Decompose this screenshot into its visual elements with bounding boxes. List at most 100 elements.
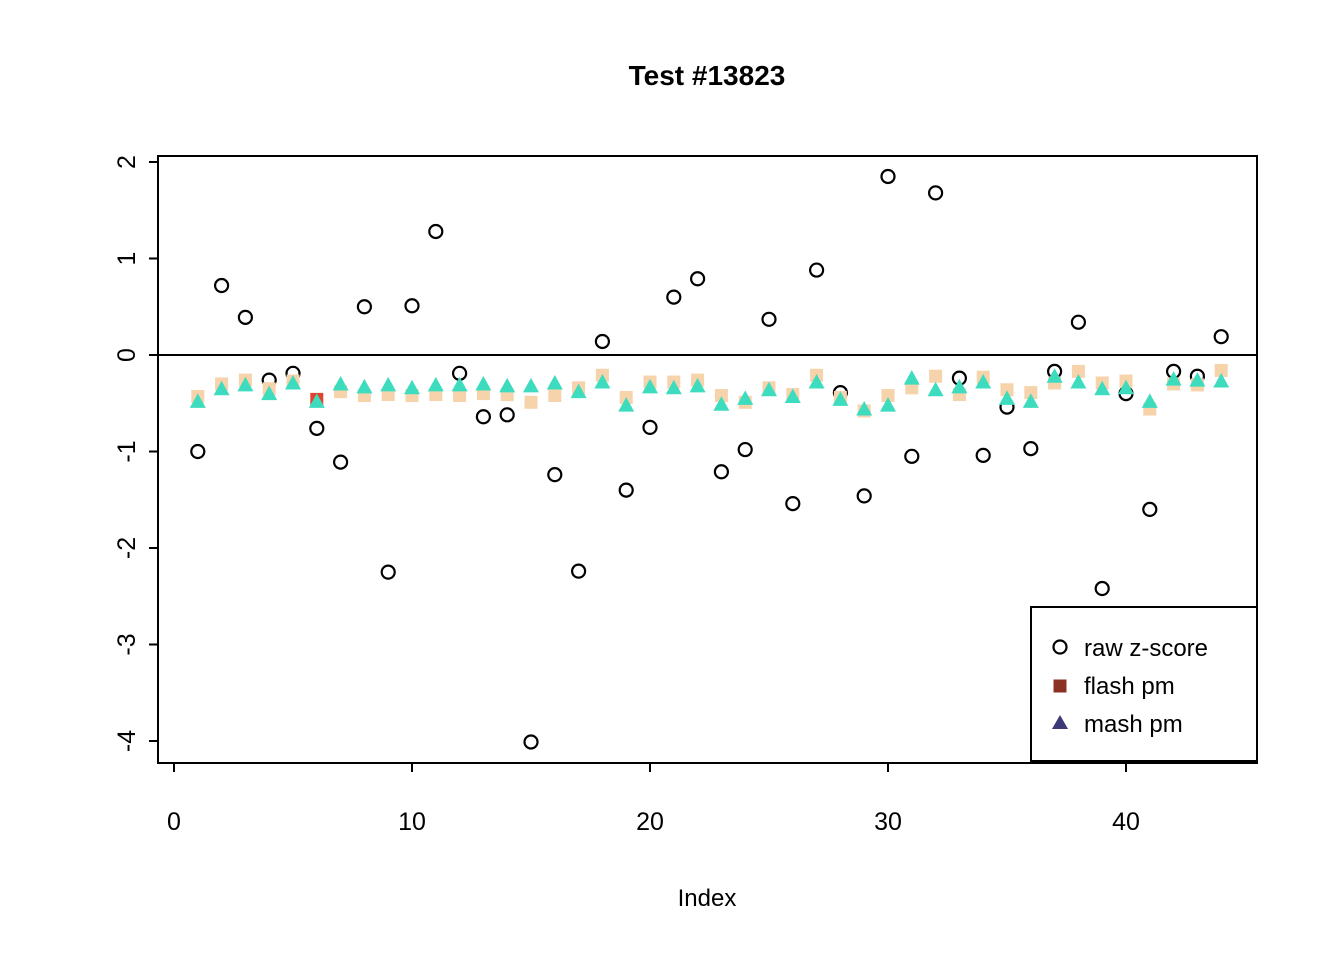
data-point-mash-pm xyxy=(285,374,301,390)
data-point-mash-pm xyxy=(784,388,801,403)
data-point-mash-pm xyxy=(356,378,373,394)
y-tick-label: -3 xyxy=(113,633,141,655)
data-point-mash-pm xyxy=(618,397,635,412)
data-point-raw-z-score xyxy=(761,311,777,327)
series-flash-pm xyxy=(191,363,1228,418)
x-tick-label: 30 xyxy=(874,808,902,836)
data-point-raw-z-score xyxy=(380,564,396,580)
data-point-raw-z-score xyxy=(856,488,872,504)
data-point-flash-pm xyxy=(929,369,943,383)
legend-open-circle-icon xyxy=(1052,639,1068,655)
data-point-mash-pm xyxy=(642,378,658,394)
data-point-mash-pm xyxy=(1165,371,1182,386)
data-point-raw-z-score xyxy=(618,482,634,498)
legend-label-flash: flash pm xyxy=(1084,673,1175,700)
y-tick-label: 2 xyxy=(113,155,141,169)
series-mash-pm xyxy=(189,368,1230,416)
data-point-mash-pm xyxy=(880,397,896,412)
data-point-raw-z-score xyxy=(356,299,372,315)
data-point-mash-pm xyxy=(404,379,420,395)
data-point-mash-pm xyxy=(808,374,825,389)
data-point-mash-pm xyxy=(523,377,539,393)
data-point-mash-pm xyxy=(1022,393,1039,408)
data-point-raw-z-score xyxy=(689,271,706,287)
data-point-flash-pm xyxy=(453,389,467,403)
data-point-flash-pm xyxy=(1071,364,1085,378)
data-point-mash-pm xyxy=(475,375,492,391)
data-point-mash-pm xyxy=(665,379,682,395)
y-tick-label: -4 xyxy=(113,730,141,752)
data-point-raw-z-score xyxy=(404,298,420,314)
data-point-raw-z-score xyxy=(975,447,991,463)
data-point-mash-pm xyxy=(1141,393,1158,408)
legend-triangle-icon xyxy=(1052,715,1068,729)
data-point-mash-pm xyxy=(903,370,920,385)
data-point-mash-pm xyxy=(689,377,706,393)
data-point-raw-z-score xyxy=(808,262,825,278)
data-point-flash-pm xyxy=(548,389,562,403)
data-point-raw-z-score xyxy=(713,464,730,480)
data-point-mash-pm xyxy=(713,396,730,411)
data-point-mash-pm xyxy=(761,381,777,397)
data-point-flash-pm xyxy=(881,389,895,403)
data-point-mash-pm xyxy=(1070,374,1087,389)
data-point-raw-z-score xyxy=(927,185,944,201)
data-point-mash-pm xyxy=(1118,379,1134,395)
data-point-raw-z-score xyxy=(428,223,444,240)
data-point-flash-pm xyxy=(1214,363,1228,377)
data-point-mash-pm xyxy=(332,375,349,391)
data-point-mash-pm xyxy=(1189,372,1206,387)
data-point-mash-pm xyxy=(261,385,278,401)
x-tick-label: 0 xyxy=(167,808,181,836)
legend-square-icon xyxy=(1053,679,1067,693)
data-point-raw-z-score xyxy=(547,467,563,483)
data-point-raw-z-score xyxy=(1023,441,1039,457)
plot-border xyxy=(157,155,1258,764)
data-point-raw-z-score xyxy=(904,448,920,464)
legend-label-mash: mash pm xyxy=(1084,711,1183,738)
data-point-raw-z-score xyxy=(190,443,206,460)
data-point-mash-pm xyxy=(189,393,206,408)
data-point-raw-z-score xyxy=(642,419,658,435)
data-point-raw-z-score xyxy=(475,409,491,425)
chart-title: Test #13823 xyxy=(629,60,786,91)
data-point-mash-pm xyxy=(832,391,849,406)
data-point-flash-pm xyxy=(714,389,728,403)
x-axis-label: Index xyxy=(678,885,737,912)
x-tick-label: 40 xyxy=(1112,808,1140,836)
data-point-mash-pm xyxy=(927,381,944,397)
data-point-raw-z-score xyxy=(309,420,325,436)
legend-box: raw z-score flash pm mash pm xyxy=(1030,606,1258,762)
y-tick-label: -1 xyxy=(113,440,141,462)
data-point-raw-z-score xyxy=(1142,501,1158,517)
data-point-mash-pm xyxy=(427,376,444,392)
data-point-mash-pm xyxy=(380,376,397,392)
y-tick-label: -2 xyxy=(113,537,141,559)
data-point-mash-pm xyxy=(499,377,516,393)
data-point-mash-pm xyxy=(975,374,992,389)
data-point-mash-pm xyxy=(546,374,563,390)
data-point-flash-pm xyxy=(1000,383,1014,397)
data-point-mash-pm xyxy=(856,401,873,416)
legend-label-raw: raw z-score xyxy=(1084,635,1208,662)
data-point-raw-z-score xyxy=(523,734,539,750)
data-point-raw-z-score xyxy=(1213,329,1229,345)
data-point-raw-z-score xyxy=(499,407,515,423)
data-point-mash-pm xyxy=(999,390,1015,405)
x-tick-label: 10 xyxy=(398,808,426,836)
data-point-raw-z-score xyxy=(737,441,753,458)
data-point-mash-pm xyxy=(1046,368,1063,383)
data-point-raw-z-score xyxy=(1094,580,1110,597)
data-point-raw-z-score xyxy=(214,277,230,294)
data-point-mash-pm xyxy=(594,374,611,389)
data-point-raw-z-score xyxy=(785,496,801,512)
data-point-mash-pm xyxy=(570,383,587,399)
x-axis: 0 10 20 30 40 xyxy=(167,763,1140,836)
y-tick-label: 0 xyxy=(113,348,141,362)
data-point-mash-pm xyxy=(237,376,254,392)
data-point-mash-pm xyxy=(451,376,468,392)
data-point-mash-pm xyxy=(308,393,325,408)
data-point-mash-pm xyxy=(1213,373,1230,388)
